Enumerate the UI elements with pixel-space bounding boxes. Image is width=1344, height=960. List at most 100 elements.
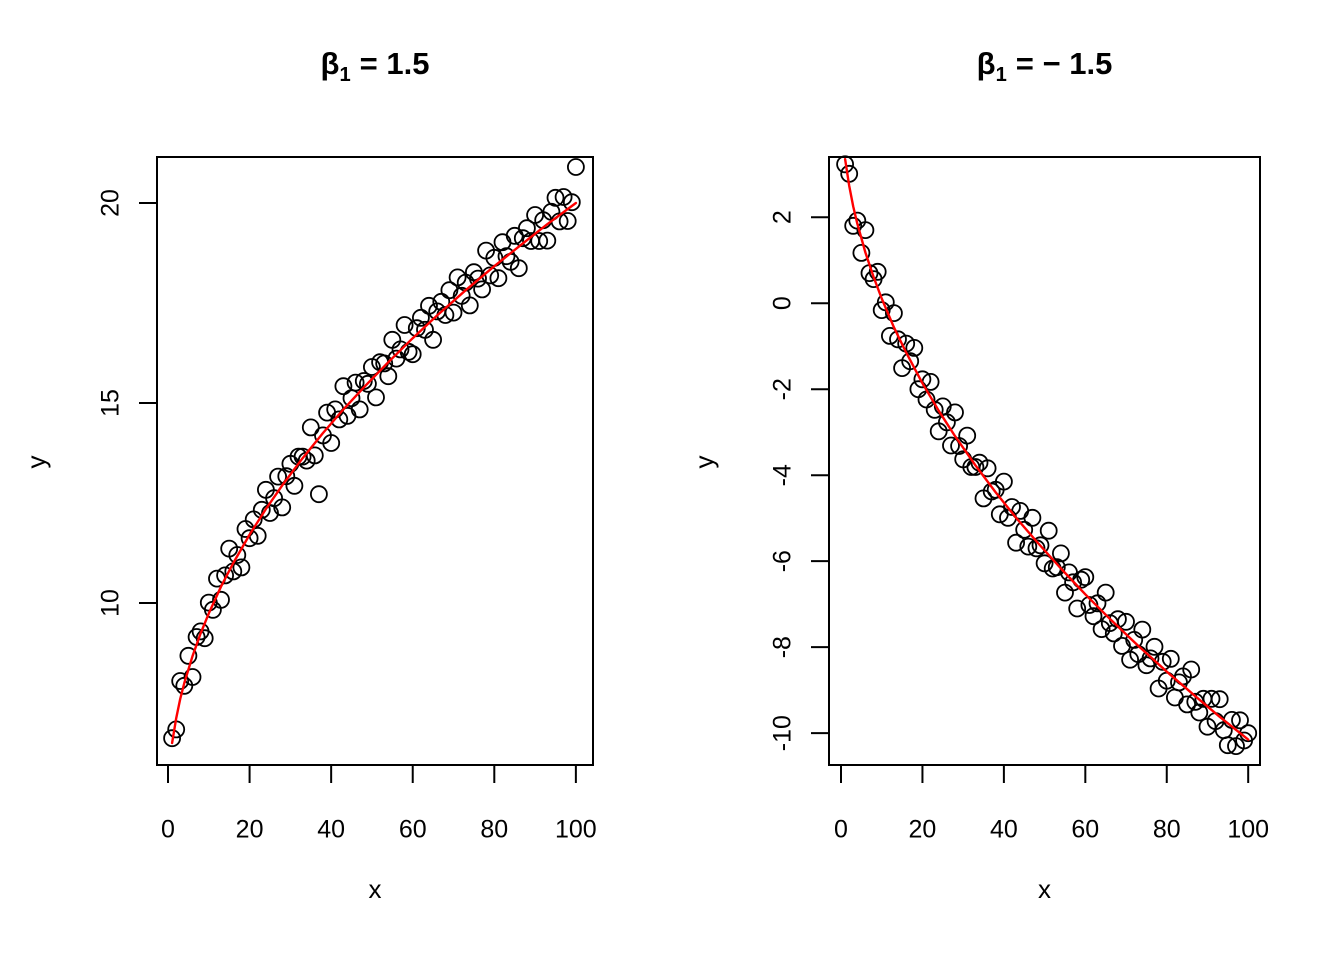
data-point [424,330,443,349]
y-tick-label: 20 [97,189,125,217]
data-point [342,389,361,408]
data-point [1096,583,1115,602]
x-tick-label: 0 [161,816,175,844]
data-point [1145,637,1164,656]
data-point [1166,688,1184,707]
x-tick-label: 0 [834,816,848,844]
data-point [509,259,528,278]
data-point [1161,649,1180,668]
data-point [330,410,349,429]
x-tick-label: 100 [555,816,597,844]
x-tick-label: 80 [1153,816,1181,844]
data-point [1190,703,1209,722]
data-point [1031,536,1050,555]
data-point [411,308,430,327]
data-point [1056,583,1074,602]
y-tick-label: -10 [769,715,797,751]
data-point [285,476,304,495]
data-point [518,219,536,238]
data-point [856,221,875,240]
data-point [216,566,235,585]
data-point [293,447,312,466]
y-tick-label: -8 [769,636,797,658]
data-point [1084,607,1103,626]
data-point [497,247,516,266]
data-point [1072,570,1091,589]
data-point [1210,690,1229,709]
x-tick-label: 60 [399,816,427,844]
data-point [1178,695,1196,714]
data-point [273,498,292,517]
data-point [460,296,479,315]
x-tick-label: 20 [236,816,264,844]
data-point [236,520,255,538]
left-y-axis-label: y [21,455,51,469]
data-point [489,269,508,288]
data-point [852,243,871,262]
data-point [358,374,377,393]
fit-line [843,157,1250,741]
data-point [1076,568,1095,586]
data-point [269,467,288,486]
data-point [1231,711,1249,730]
y-tick-label: 10 [97,589,125,617]
data-point [1007,533,1025,552]
data-point [1047,558,1066,577]
data-point [334,377,353,396]
right-x-axis-label: x [1038,874,1051,904]
data-point [1052,544,1070,563]
data-point [1003,498,1021,516]
data-point [322,434,341,452]
data-point [546,188,565,207]
data-point [473,280,492,299]
data-point [1039,521,1058,540]
x-tick-label: 40 [317,816,345,844]
data-point [844,216,863,235]
data-point [1182,660,1201,679]
plot-border [828,156,1261,766]
data-point [346,373,365,392]
data-point [171,672,190,690]
data-point [978,459,997,478]
data-point [958,426,977,445]
data-point [1064,573,1082,592]
plot-border [156,156,594,766]
data-point [305,446,324,465]
data-point [163,729,182,748]
x-tick-label: 100 [1227,816,1269,844]
y-tick-label: -2 [769,378,797,400]
data-point [868,262,887,281]
data-point [1141,649,1160,668]
right-y-axis-label: y [689,455,719,469]
data-point [942,436,960,455]
fit-line [170,201,578,745]
y-tick-label: -4 [769,464,797,486]
data-point [212,590,230,609]
left-panel-title: β1 = 1.5 [157,46,593,93]
data-point [946,403,964,422]
data-point [350,400,369,419]
data-point [309,485,328,504]
beta-symbol: β [320,46,340,81]
data-point [375,354,394,373]
data-point [530,232,549,250]
data-point [183,668,202,686]
x-tick-label: 20 [909,816,937,844]
x-tick-label: 80 [480,816,508,844]
data-point [444,303,463,322]
data-point [252,500,271,519]
data-point [966,458,985,476]
beta-subscript: 1 [995,64,1007,87]
left-x-axis-label: x [368,874,382,904]
x-tick-label: 60 [1071,816,1099,844]
data-point [889,330,907,349]
y-tick-label: -6 [769,550,797,572]
data-point [885,304,903,323]
data-point [995,472,1013,491]
data-point [558,212,577,230]
data-point [403,345,422,364]
data-point [1068,599,1087,618]
data-point [913,370,932,389]
data-point [391,340,410,359]
